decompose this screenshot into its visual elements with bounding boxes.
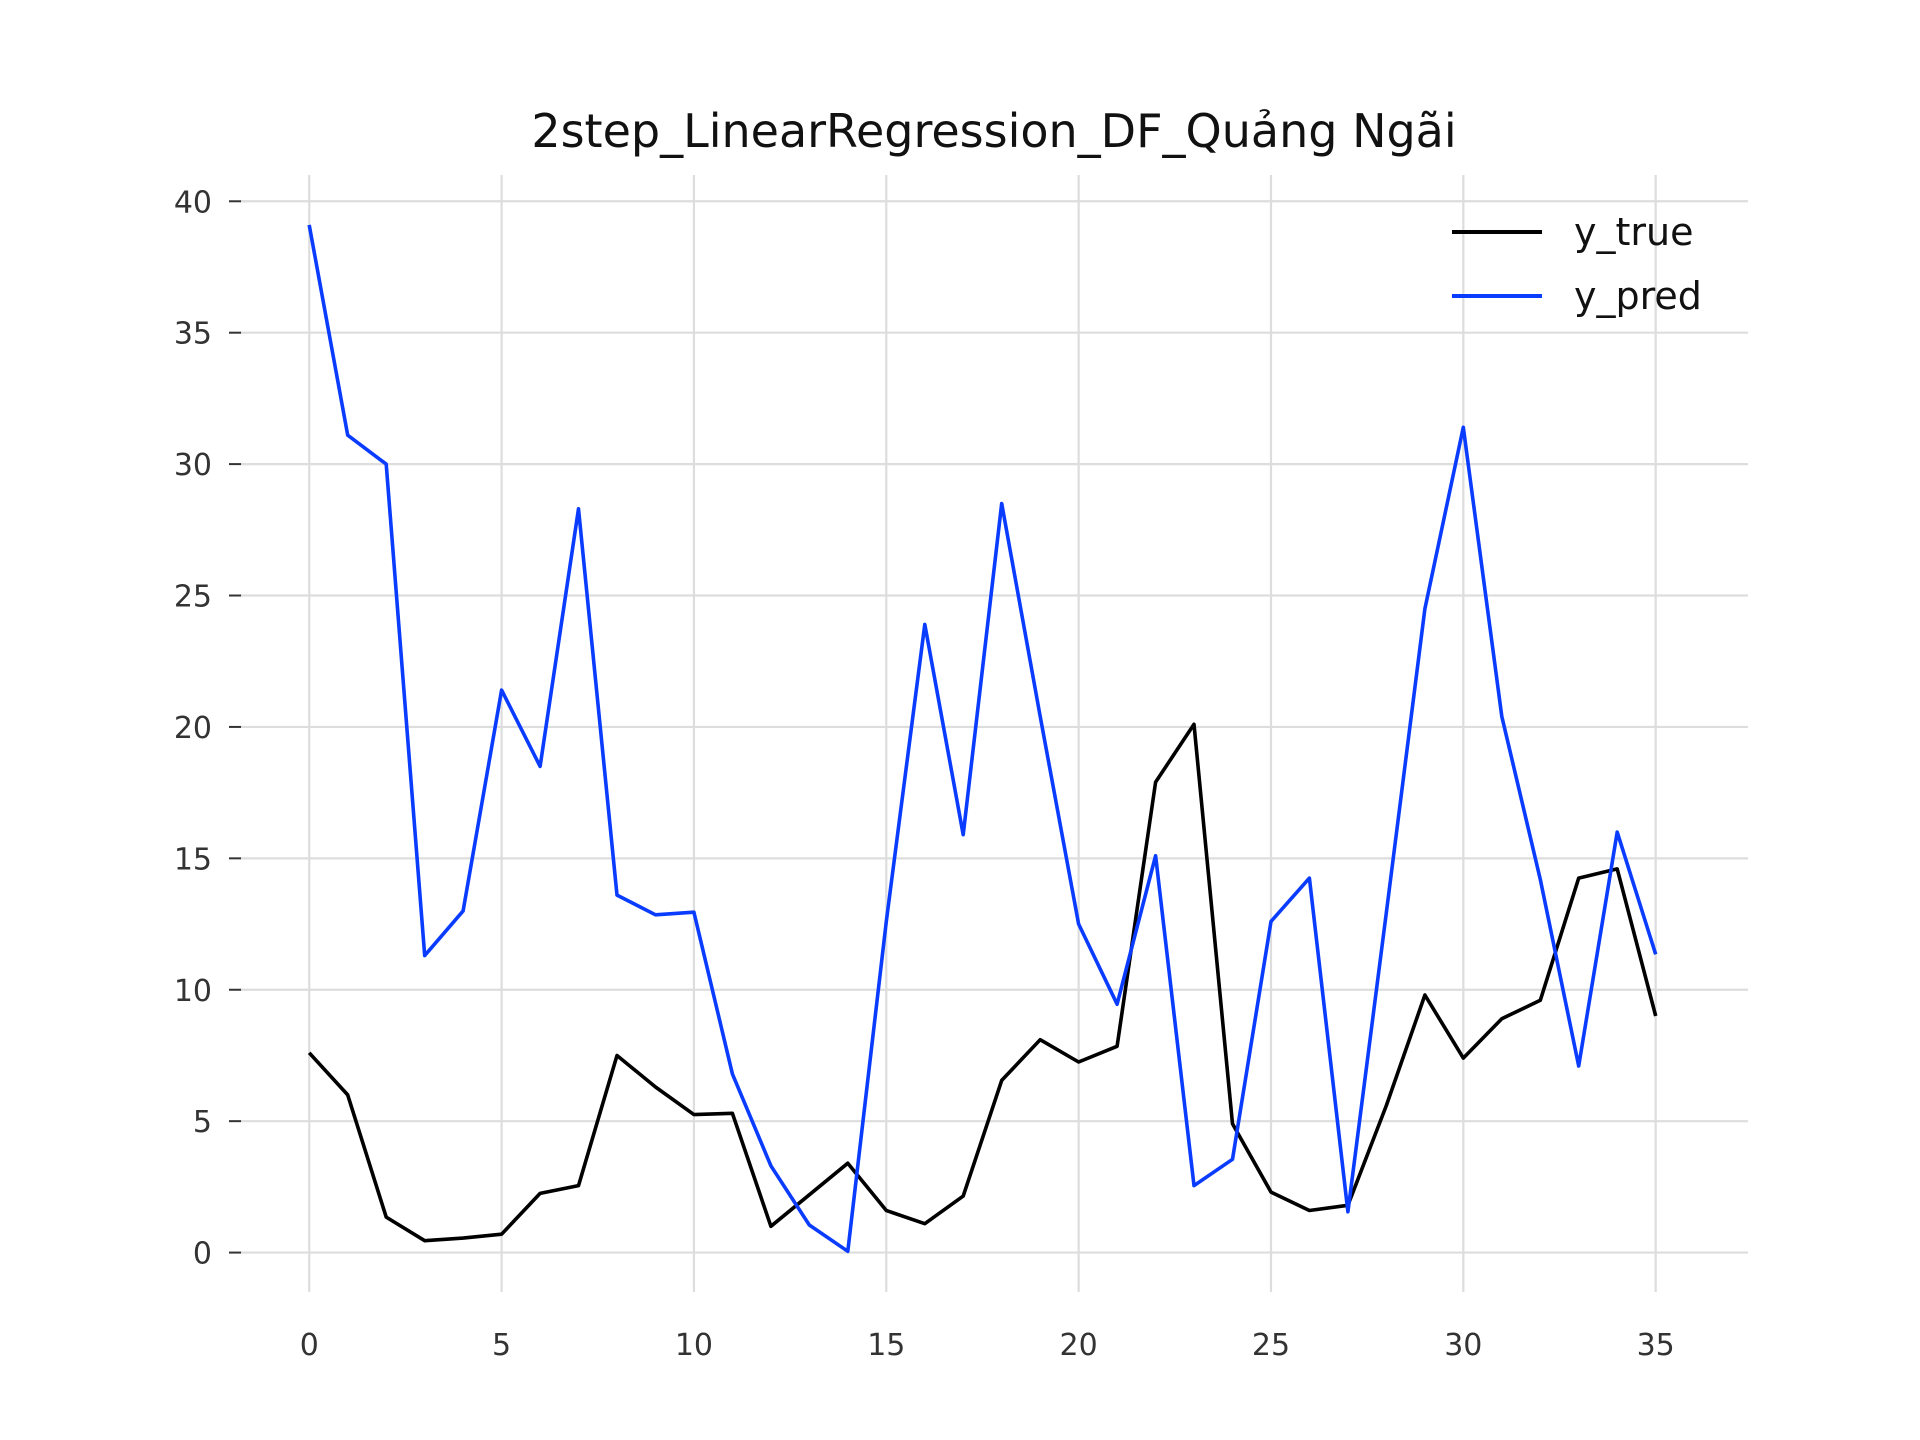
- legend-label: y_pred: [1574, 274, 1702, 318]
- series-line-y-true: [307, 722, 1658, 1243]
- y-tick-label: 25: [174, 580, 212, 615]
- y-tick-label: 20: [174, 711, 212, 746]
- legend-label: y_true: [1574, 210, 1693, 254]
- x-tick-label: 0: [300, 1328, 319, 1363]
- y-tick-label: 40: [174, 185, 212, 220]
- y-tick-label: 0: [193, 1237, 212, 1272]
- axis-ticks: 0 5 10 15 20 25 30 35 40 0 5 10 15 20 25 30 35: [174, 185, 1675, 1363]
- chart-title: 2step_LinearRegression_DF_Quảng Ngãi: [531, 104, 1456, 158]
- x-tick-label: 20: [1060, 1328, 1098, 1363]
- y-tick-label: 35: [174, 317, 212, 352]
- x-tick-label: 35: [1637, 1328, 1675, 1363]
- y-tick-label: 15: [174, 842, 212, 877]
- series-line-y-pred: [307, 224, 1658, 1254]
- x-tick-label: 25: [1252, 1328, 1290, 1363]
- legend: y_true y_pred: [1452, 210, 1702, 318]
- y-tick-label: 30: [174, 448, 212, 483]
- grid: [240, 175, 1748, 1292]
- x-tick-label: 15: [867, 1328, 905, 1363]
- x-tick-label: 10: [675, 1328, 713, 1363]
- x-tick-label: 30: [1444, 1328, 1482, 1363]
- x-tick-label: 5: [492, 1328, 511, 1363]
- y-tick-label: 10: [174, 974, 212, 1009]
- series-lines: [307, 224, 1658, 1254]
- y-tick-label: 5: [193, 1105, 212, 1140]
